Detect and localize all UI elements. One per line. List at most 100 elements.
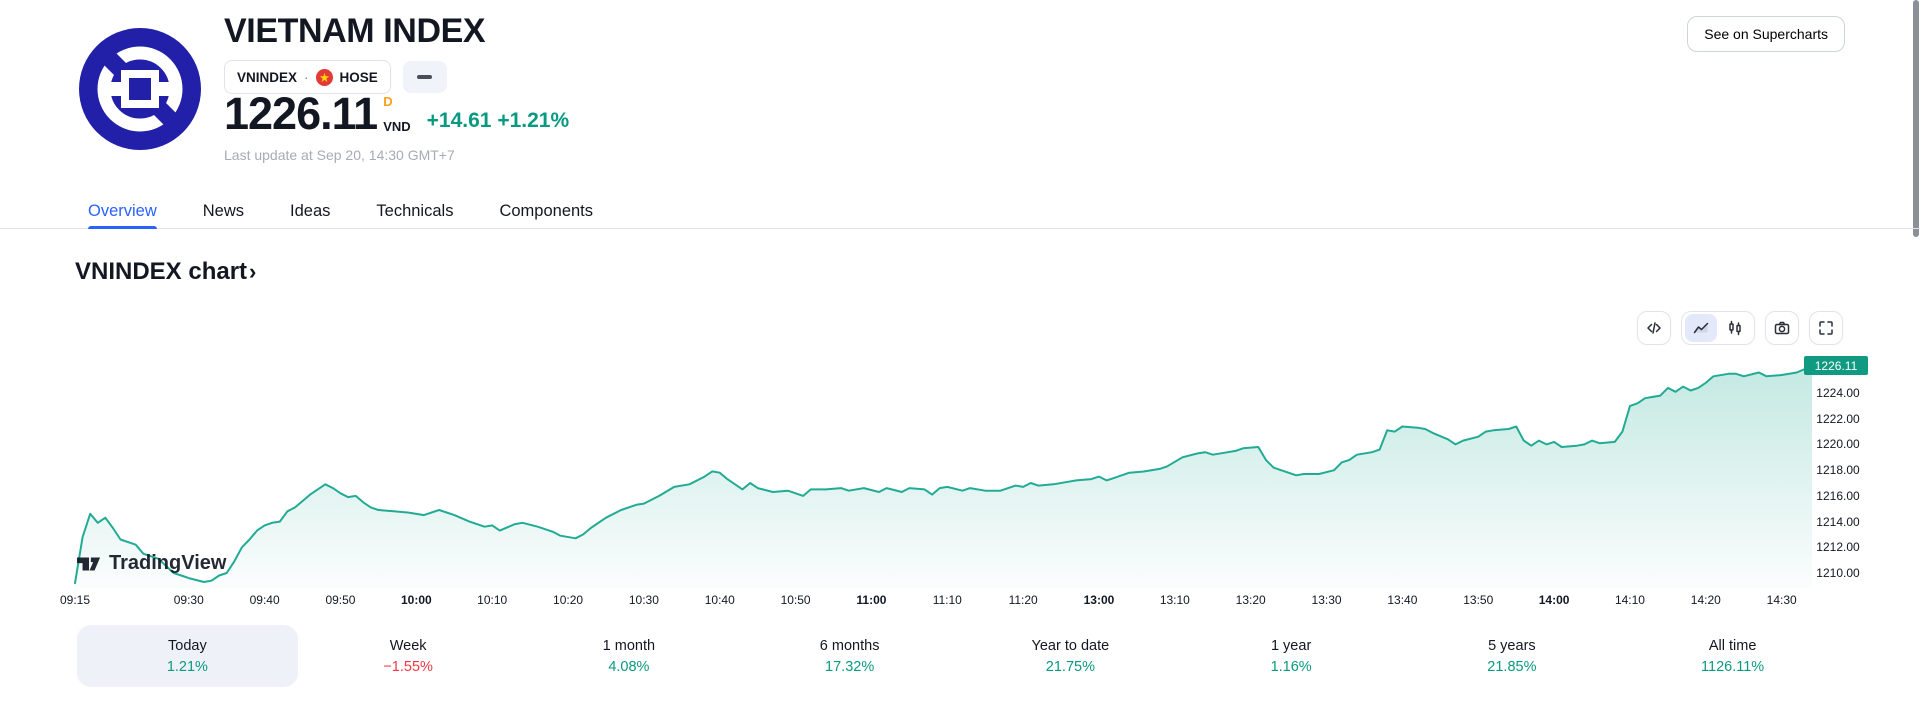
currency-label: VND bbox=[383, 119, 411, 134]
price-row: 1226.11 D VND +14.61 +1.21% bbox=[224, 88, 569, 139]
x-axis-label: 11:00 bbox=[856, 593, 887, 607]
period-value: 1.16% bbox=[1270, 658, 1312, 675]
x-axis-label: 10:30 bbox=[628, 593, 659, 607]
vietnam-flag-icon bbox=[315, 68, 333, 86]
period-today[interactable]: Today 1.21% bbox=[77, 625, 298, 687]
dash-icon bbox=[417, 75, 433, 79]
candlestick-icon bbox=[1729, 320, 1741, 336]
tradingview-logo-icon bbox=[77, 557, 101, 570]
see-on-supercharts-button[interactable]: See on Supercharts bbox=[1687, 16, 1845, 52]
symbol-exchange-pill[interactable]: VNINDEX · HOSE bbox=[224, 60, 391, 94]
x-axis-label: 13:30 bbox=[1311, 593, 1342, 607]
separator-dot: · bbox=[304, 69, 309, 85]
period-1-year[interactable]: 1 year 1.16% bbox=[1181, 625, 1402, 687]
period-1-month[interactable]: 1 month 4.08% bbox=[519, 625, 740, 687]
change-percent: +1.21% bbox=[497, 109, 570, 132]
y-axis-label: 1210.00 bbox=[1816, 565, 1860, 580]
x-axis-label: 10:20 bbox=[553, 593, 584, 607]
snapshot-button[interactable] bbox=[1765, 311, 1799, 345]
chart-section-heading[interactable]: VNINDEX chart › bbox=[75, 258, 256, 286]
period-label: Year to date bbox=[1031, 637, 1110, 654]
y-axis-label: 1220.00 bbox=[1816, 437, 1860, 452]
tab-news[interactable]: News bbox=[202, 201, 245, 220]
vertical-scrollbar[interactable] bbox=[1913, 0, 1919, 237]
period-5-years[interactable]: 5 years 21.85% bbox=[1402, 625, 1623, 687]
fullscreen-icon bbox=[1819, 321, 1833, 335]
x-axis-label: 14:00 bbox=[1538, 593, 1570, 607]
x-axis-label: 10:10 bbox=[477, 593, 508, 607]
x-axis-label: 11:10 bbox=[932, 593, 962, 607]
period-value: 21.75% bbox=[1045, 658, 1095, 675]
x-axis-label: 14:20 bbox=[1690, 593, 1721, 607]
x-axis-label: 09:30 bbox=[173, 593, 204, 607]
period-value: 1.21% bbox=[166, 658, 208, 675]
area-chart-type-button[interactable] bbox=[1685, 314, 1717, 342]
page-title: VIETNAM INDEX bbox=[224, 12, 486, 50]
period-label: 1 month bbox=[602, 637, 656, 654]
period-performance-row: Today 1.21% Week −1.55% 1 month 4.08% 6 … bbox=[77, 625, 1843, 687]
chart-toolbar bbox=[1637, 311, 1843, 345]
area-chart-icon bbox=[1693, 322, 1709, 334]
x-axis-label: 09:15 bbox=[59, 593, 91, 607]
last-price: 1226.11 bbox=[224, 88, 378, 139]
tab-overview[interactable]: Overview bbox=[88, 194, 157, 229]
period-label: All time bbox=[1708, 637, 1757, 654]
x-axis-label: 14:30 bbox=[1766, 593, 1797, 607]
x-axis-label: 10:00 bbox=[400, 593, 432, 607]
hose-exchange-logo bbox=[79, 28, 201, 150]
x-axis-label: 09:50 bbox=[325, 593, 356, 607]
chart-type-toggle bbox=[1681, 311, 1755, 345]
tab-ideas[interactable]: Ideas bbox=[290, 201, 331, 220]
fullscreen-button[interactable] bbox=[1809, 311, 1843, 345]
x-axis-label: 13:50 bbox=[1463, 593, 1494, 607]
candlestick-chart-type-button[interactable] bbox=[1719, 314, 1751, 342]
symbol-pill-row: VNINDEX · HOSE bbox=[224, 60, 447, 94]
period-all-time[interactable]: All time 1126.11% bbox=[1622, 625, 1843, 687]
tab-components[interactable]: Components bbox=[499, 201, 594, 220]
period-value: 17.32% bbox=[825, 658, 875, 675]
exchange-name: HOSE bbox=[339, 69, 378, 85]
x-axis-label: 13:00 bbox=[1083, 593, 1115, 607]
y-axis-label: 1218.00 bbox=[1816, 463, 1860, 478]
chart-line bbox=[74, 364, 1813, 585]
period-label: Today bbox=[168, 637, 207, 654]
y-axis-label: 1214.00 bbox=[1816, 514, 1860, 529]
y-axis-label: 1222.00 bbox=[1816, 411, 1860, 426]
period-label: 6 months bbox=[819, 637, 880, 654]
period-label: 1 year bbox=[1270, 637, 1312, 654]
x-axis-label: 13:10 bbox=[1159, 593, 1190, 607]
price-change: +14.61 +1.21% bbox=[427, 109, 569, 133]
last-update-text: Last update at Sep 20, 14:30 GMT+7 bbox=[224, 147, 455, 163]
last-price-axis-badge: 1226.11 bbox=[1804, 356, 1868, 376]
x-axis-label: 10:50 bbox=[780, 593, 811, 607]
x-axis-label: 10:40 bbox=[704, 593, 735, 607]
y-axis-label: 1216.00 bbox=[1816, 488, 1860, 503]
tab-technicals[interactable]: Technicals bbox=[376, 201, 454, 220]
period-label: Week bbox=[389, 637, 427, 654]
symbol-ticker: VNINDEX bbox=[237, 69, 298, 85]
y-axis-label: 1224.00 bbox=[1816, 386, 1860, 401]
period-value: 4.08% bbox=[608, 658, 650, 675]
camera-icon bbox=[1774, 321, 1790, 335]
chevron-right-icon: › bbox=[249, 259, 257, 284]
tradingview-watermark[interactable]: TradingView bbox=[77, 552, 226, 575]
x-axis-label: 11:20 bbox=[1008, 593, 1038, 607]
period-week[interactable]: Week −1.55% bbox=[298, 625, 519, 687]
watermark-text: TradingView bbox=[109, 552, 227, 574]
section-heading-text: VNINDEX chart bbox=[75, 258, 248, 285]
period-year-to-date[interactable]: Year to date 21.75% bbox=[960, 625, 1181, 687]
interval-letter[interactable]: D bbox=[383, 94, 393, 109]
x-axis-label: 09:40 bbox=[249, 593, 280, 607]
x-axis-label: 13:20 bbox=[1235, 593, 1266, 607]
more-button[interactable] bbox=[402, 61, 447, 93]
period-6-months[interactable]: 6 months 17.32% bbox=[739, 625, 960, 687]
y-axis-label: 1212.00 bbox=[1816, 540, 1860, 555]
period-value: 21.85% bbox=[1487, 658, 1537, 675]
symbol-tabs: Overview News Ideas Technicals Component… bbox=[0, 194, 1920, 229]
change-absolute: +14.61 bbox=[426, 109, 492, 132]
x-axis-label: 14:10 bbox=[1614, 593, 1645, 607]
chart-area-fill bbox=[75, 365, 1812, 588]
embed-code-button[interactable] bbox=[1637, 311, 1671, 345]
period-value: −1.55% bbox=[383, 658, 433, 675]
